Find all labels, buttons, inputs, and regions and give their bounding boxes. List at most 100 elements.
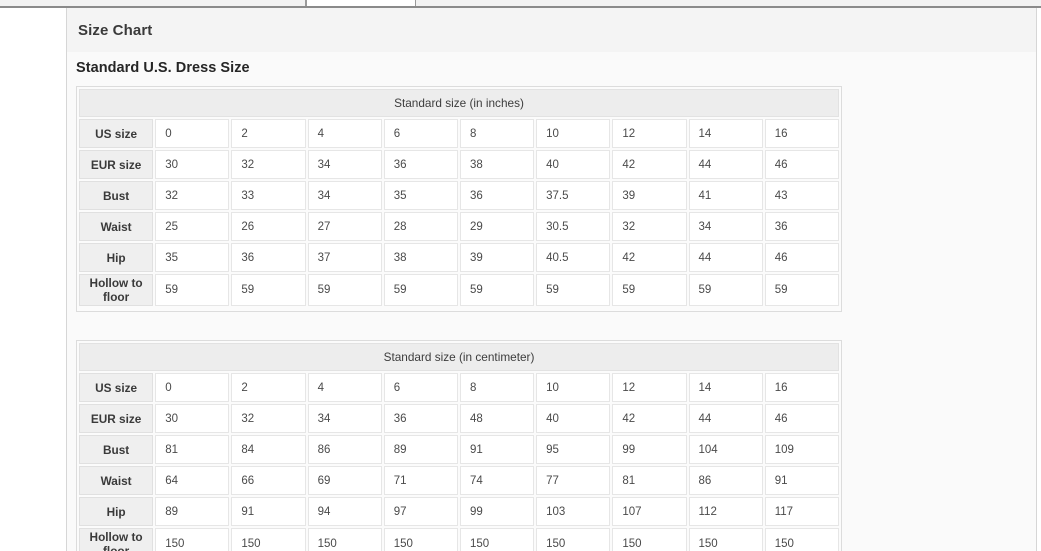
cell-hip-0: 35	[155, 243, 230, 272]
cell-us-size-5: 10	[536, 119, 611, 148]
cell-cm-hollow-5: 150	[536, 528, 611, 551]
cell-cm-hollow-4: 150	[459, 528, 535, 551]
cell-cm-bust-2: 86	[307, 435, 382, 464]
cell-eur-size-6: 42	[612, 150, 687, 179]
cell-cm-hip-1: 91	[231, 497, 306, 526]
table-row: US size 0 2 4 6 8 10 12 14 16	[79, 373, 839, 402]
cell-eur-size-2: 34	[307, 150, 382, 179]
table-row: EUR size 30 32 34 36 48 40 42 44 46	[79, 404, 839, 433]
cell-cm-waist-1: 66	[231, 466, 306, 495]
row-header-bust: Bust	[79, 181, 154, 210]
page-title: Size Chart	[78, 21, 153, 39]
page-content: Standard U.S. Dress Size Standard size (…	[67, 60, 1036, 551]
cell-cm-bust-4: 91	[459, 435, 535, 464]
table-row: Bust 32 33 34 35 36 37.5 39 41 43	[79, 181, 839, 210]
tab-active[interactable]	[306, 0, 416, 8]
cell-cm-hollow-7: 150	[688, 528, 763, 551]
row-header-us-size: US size	[79, 119, 154, 148]
cell-us-size-0: 0	[155, 119, 230, 148]
cell-cm-hip-2: 94	[307, 497, 382, 526]
cell-cm-hip-8: 117	[764, 497, 839, 526]
section-title: Standard U.S. Dress Size	[76, 60, 250, 76]
cell-cm-hip-4: 99	[459, 497, 535, 526]
cell-cm-us-size-1: 2	[231, 373, 306, 402]
cell-cm-us-size-3: 6	[383, 373, 458, 402]
cell-cm-eur-size-3: 36	[383, 404, 458, 433]
cell-eur-size-8: 46	[764, 150, 839, 179]
cell-hip-8: 46	[764, 243, 839, 272]
cell-cm-us-size-6: 12	[612, 373, 687, 402]
cell-cm-waist-2: 69	[307, 466, 382, 495]
cell-bust-2: 34	[307, 181, 382, 210]
cell-hollow-6: 59	[612, 274, 687, 306]
size-table-centimeter-container: Standard size (in centimeter) US size 0 …	[76, 340, 842, 551]
table-caption-row: Standard size (in centimeter)	[79, 343, 839, 371]
cell-waist-6: 32	[612, 212, 687, 241]
cell-cm-eur-size-0: 30	[155, 404, 230, 433]
cell-cm-eur-size-4: 48	[459, 404, 535, 433]
row-header-waist: Waist	[79, 212, 154, 241]
cell-waist-7: 34	[688, 212, 763, 241]
cell-cm-hollow-0: 150	[155, 528, 230, 551]
cell-us-size-3: 6	[383, 119, 458, 148]
page-header: Size Chart	[67, 8, 1036, 52]
cell-cm-bust-8: 109	[764, 435, 839, 464]
cell-cm-bust-7: 104	[688, 435, 763, 464]
tab-right-group[interactable]	[416, 0, 1041, 8]
row-header-bust-cm: Bust	[79, 435, 154, 464]
cell-hollow-1: 59	[231, 274, 306, 306]
size-table-centimeter: Standard size (in centimeter) US size 0 …	[77, 341, 841, 551]
table-caption-centimeter: Standard size (in centimeter)	[79, 343, 839, 371]
cell-eur-size-7: 44	[688, 150, 763, 179]
cell-hollow-7: 59	[688, 274, 763, 306]
tab-strip-baseline	[0, 6, 1041, 8]
cell-hip-4: 39	[459, 243, 535, 272]
row-header-hip-cm: Hip	[79, 497, 154, 526]
cell-waist-0: 25	[155, 212, 230, 241]
table-row: Hollow to floor 150 150 150 150 150 150 …	[79, 528, 839, 551]
cell-cm-eur-size-2: 34	[307, 404, 382, 433]
table-row: Waist 64 66 69 71 74 77 81 86 91	[79, 466, 839, 495]
cell-cm-bust-6: 99	[612, 435, 687, 464]
cell-cm-waist-7: 86	[688, 466, 763, 495]
table-row: US size 0 2 4 6 8 10 12 14 16	[79, 119, 839, 148]
row-header-hip: Hip	[79, 243, 154, 272]
tab-left-group[interactable]	[0, 0, 306, 8]
cell-us-size-6: 12	[612, 119, 687, 148]
row-header-hollow-to-floor-cm: Hollow to floor	[79, 528, 154, 551]
table-caption-row: Standard size (in inches)	[79, 89, 839, 117]
cell-cm-us-size-7: 14	[688, 373, 763, 402]
cell-eur-size-4: 38	[459, 150, 535, 179]
cell-cm-hip-0: 89	[155, 497, 230, 526]
row-header-waist-cm: Waist	[79, 466, 154, 495]
cell-hollow-5: 59	[536, 274, 611, 306]
cell-cm-hip-5: 103	[536, 497, 611, 526]
cell-hollow-3: 59	[383, 274, 458, 306]
cell-cm-eur-size-6: 42	[612, 404, 687, 433]
cell-hip-3: 38	[383, 243, 458, 272]
cell-us-size-7: 14	[688, 119, 763, 148]
cell-cm-hollow-3: 150	[383, 528, 458, 551]
cell-bust-1: 33	[231, 181, 306, 210]
cell-cm-hollow-6: 150	[612, 528, 687, 551]
cell-hip-1: 36	[231, 243, 306, 272]
table-row: EUR size 30 32 34 36 38 40 42 44 46	[79, 150, 839, 179]
cell-cm-us-size-8: 16	[764, 373, 839, 402]
row-header-eur-size: EUR size	[79, 150, 154, 179]
cell-cm-hip-6: 107	[612, 497, 687, 526]
page-window: Size Chart Standard U.S. Dress Size Stan…	[66, 8, 1037, 551]
cell-cm-bust-3: 89	[383, 435, 458, 464]
cell-bust-5: 37.5	[536, 181, 611, 210]
cell-us-size-2: 4	[307, 119, 382, 148]
size-table-inches-container: Standard size (in inches) US size 0 2 4 …	[76, 86, 842, 312]
cell-waist-2: 27	[307, 212, 382, 241]
cell-cm-hollow-2: 150	[307, 528, 382, 551]
cell-hip-6: 42	[612, 243, 687, 272]
cell-bust-4: 36	[459, 181, 535, 210]
cell-cm-waist-8: 91	[764, 466, 839, 495]
cell-eur-size-5: 40	[536, 150, 611, 179]
cell-waist-4: 29	[459, 212, 535, 241]
cell-cm-waist-5: 77	[536, 466, 611, 495]
cell-cm-us-size-0: 0	[155, 373, 230, 402]
size-table-inches: Standard size (in inches) US size 0 2 4 …	[77, 87, 841, 308]
